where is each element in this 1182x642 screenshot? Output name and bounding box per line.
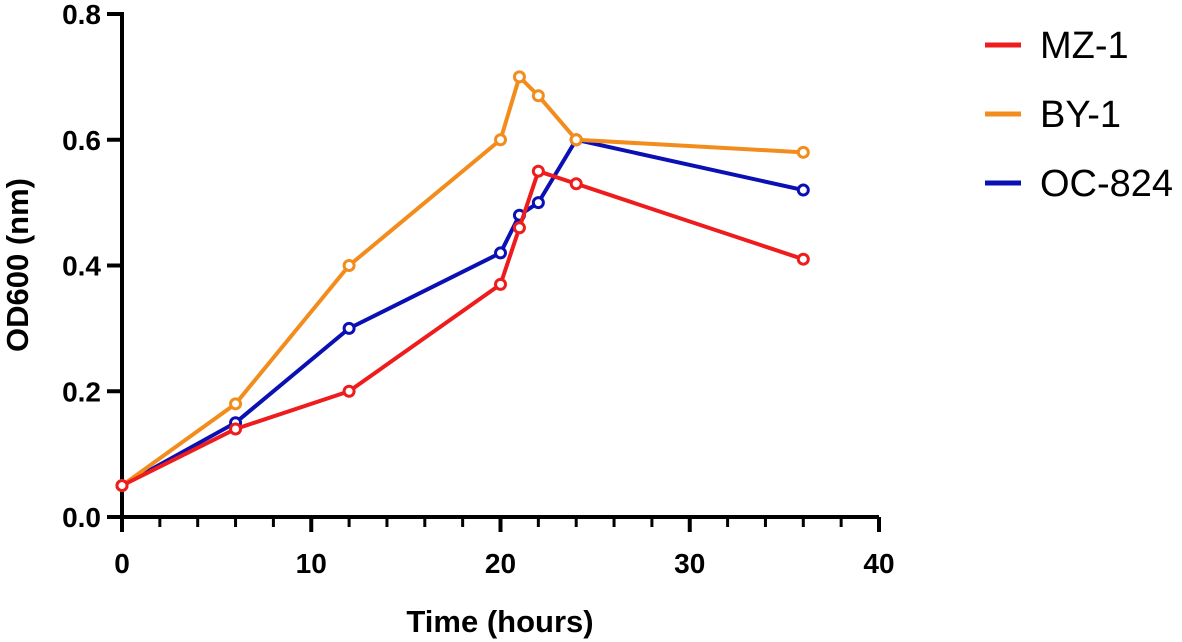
x-tick-label: 40 (863, 548, 894, 579)
legend-label-oc-824: OC-824 (1040, 163, 1173, 205)
data-point-oc-824 (531, 196, 545, 210)
data-point-mz-1 (796, 252, 810, 266)
series-line-oc-824 (120, 137, 806, 488)
data-point-by-1 (796, 145, 810, 159)
x-tick-label: 10 (296, 548, 327, 579)
legend: MZ-1 BY-1 OC-824 (985, 25, 1173, 205)
series-line-by-1 (120, 74, 806, 488)
data-point-mz-1 (512, 221, 526, 235)
data-point-mz-1 (115, 479, 129, 493)
x-tick-label: 30 (674, 548, 705, 579)
legend-label-by-1: BY-1 (1040, 94, 1121, 136)
y-tick-label: 0.4 (62, 251, 101, 282)
y-tick-label: 0.8 (62, 0, 101, 30)
data-point-by-1 (531, 89, 545, 103)
series-line-mz-1 (120, 169, 806, 488)
series-layer (115, 70, 810, 493)
x-tick-label: 20 (485, 548, 516, 579)
y-tick-label: 0.2 (62, 376, 101, 407)
axes: 0.0 0.2 0.4 0.6 0.8 0 10 20 30 40 (62, 0, 895, 579)
data-point-oc-824 (494, 246, 507, 260)
legend-label-mz-1: MZ-1 (1040, 25, 1129, 67)
data-point-by-1 (229, 397, 243, 411)
data-point-mz-1 (342, 384, 356, 398)
x-axis-title: Time (hours) (406, 604, 593, 639)
series-mz-1 (115, 164, 810, 493)
series-by-1 (115, 70, 810, 493)
data-point-by-1 (342, 259, 356, 272)
data-point-oc-824 (342, 321, 356, 335)
data-point-mz-1 (531, 164, 545, 178)
data-point-mz-1 (569, 177, 583, 191)
y-tick-label: 0.6 (62, 125, 101, 156)
data-point-oc-824 (796, 183, 810, 197)
data-point-by-1 (494, 133, 507, 147)
data-point-mz-1 (229, 422, 243, 436)
x-tick-label: 0 (114, 548, 130, 579)
y-ticks: 0.0 0.2 0.4 0.6 0.8 (62, 0, 122, 533)
y-axis-title: OD600 (nm) (0, 178, 35, 352)
data-point-by-1 (569, 133, 583, 147)
y-tick-label: 0.0 (62, 502, 101, 533)
data-point-mz-1 (494, 277, 507, 291)
data-point-by-1 (512, 70, 526, 84)
x-ticks: 0 10 20 30 40 (114, 517, 895, 579)
